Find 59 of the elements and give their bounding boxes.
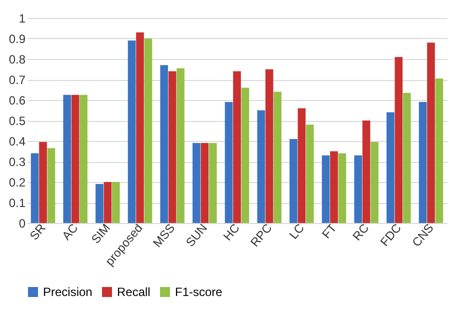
y-tick-label: 0.8 — [8, 52, 26, 66]
y-tick-label: 0.1 — [8, 196, 26, 210]
bar — [330, 151, 338, 223]
bar — [257, 110, 266, 223]
y-tick-label: 0.7 — [8, 73, 26, 87]
bar — [265, 69, 274, 223]
bar — [394, 56, 403, 223]
bar — [354, 155, 362, 223]
bar — [362, 120, 370, 223]
bar — [71, 94, 80, 223]
y-tick-label: 1 — [18, 12, 26, 26]
x-tick-label: HC — [220, 220, 243, 244]
y-tick-label: 0.9 — [8, 32, 26, 46]
bar — [112, 182, 120, 223]
y-tick-label: 0.6 — [8, 94, 26, 108]
bar — [30, 153, 39, 223]
legend-label: Recall — [117, 285, 150, 299]
bar — [200, 143, 209, 223]
x-tick-label: AC — [59, 220, 81, 243]
x-tick-label: FT — [319, 220, 340, 242]
x-tick-label: RC — [350, 220, 372, 244]
bar — [370, 142, 378, 223]
bar — [241, 88, 250, 223]
x-tick-label: SR — [26, 220, 49, 243]
bar — [160, 65, 168, 223]
bar — [233, 71, 241, 223]
bar — [298, 108, 306, 223]
bar — [168, 71, 176, 223]
y-tick-label: 0.2 — [8, 176, 26, 190]
bar — [435, 78, 444, 223]
bar — [402, 92, 411, 223]
legend-label: F1-score — [175, 285, 223, 299]
bar — [104, 182, 112, 223]
bar — [208, 143, 217, 223]
bar — [176, 68, 184, 223]
x-tick-label: LC — [286, 220, 308, 242]
bar — [128, 40, 136, 223]
bar — [80, 94, 88, 223]
y-tick-label: 0.4 — [8, 134, 26, 148]
bar — [386, 112, 394, 223]
bar — [96, 184, 104, 223]
bar — [224, 102, 233, 223]
bar — [306, 124, 314, 223]
y-tick-label: 0.5 — [8, 114, 26, 128]
bar — [192, 143, 200, 223]
bar — [338, 153, 346, 223]
bar — [290, 138, 298, 223]
bar — [136, 32, 144, 223]
bar — [39, 142, 47, 223]
bar — [144, 38, 152, 223]
bar — [274, 92, 282, 223]
bar — [427, 42, 435, 223]
bar — [418, 102, 427, 223]
bar — [322, 155, 330, 223]
bar — [47, 148, 56, 223]
y-tick-label: 0 — [18, 216, 26, 230]
legend-label: Precision — [43, 285, 92, 299]
bar — [63, 94, 72, 223]
y-tick-label: 0.3 — [8, 155, 26, 169]
